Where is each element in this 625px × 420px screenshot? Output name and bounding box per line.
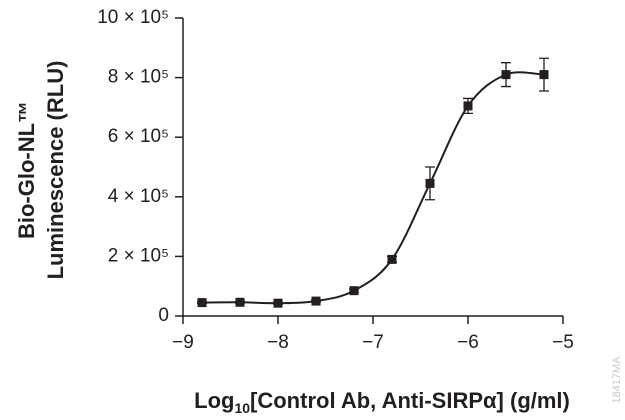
point — [463, 101, 473, 111]
y-tick-label: 10 × 10⁵ — [97, 7, 169, 28]
x-tick-label: −9 — [172, 332, 194, 353]
x-title-part: [Control Ab, Anti-SIRPα] (g/ml) — [250, 388, 570, 413]
point — [311, 296, 321, 306]
x-tick-label: −7 — [362, 332, 384, 353]
point — [501, 70, 511, 80]
point — [387, 254, 397, 264]
y-title-line: Bio-Glo-NL™ — [14, 101, 39, 239]
x-title: Log10[Control Ab, Anti-SIRPα] (g/ml) — [194, 388, 570, 416]
y-title: Bio-Glo-NL™ Luminescence (RLU) — [14, 61, 68, 280]
watermark: 18417MA — [611, 356, 623, 404]
x-tick-label: −8 — [267, 332, 289, 353]
fit-curve — [201, 71, 545, 305]
point — [539, 70, 549, 80]
y-tick-label: 8 × 10⁵ — [108, 67, 169, 88]
x-title-sub: 10 — [234, 400, 250, 416]
y-tick-label: 4 × 10⁵ — [108, 186, 169, 207]
point — [273, 298, 283, 308]
y-tick-label: 0 — [158, 305, 169, 326]
point — [425, 178, 435, 188]
point — [197, 298, 207, 308]
x-tick-label: −6 — [457, 332, 479, 353]
point — [349, 286, 359, 296]
x-title-part: Log — [194, 388, 234, 413]
y-tick-label: 2 × 10⁵ — [108, 245, 169, 266]
y-tick-label: 6 × 10⁵ — [108, 126, 169, 147]
point — [235, 297, 245, 307]
y-title-line: Luminescence (RLU) — [43, 61, 68, 280]
x-tick-label: −5 — [552, 332, 574, 353]
